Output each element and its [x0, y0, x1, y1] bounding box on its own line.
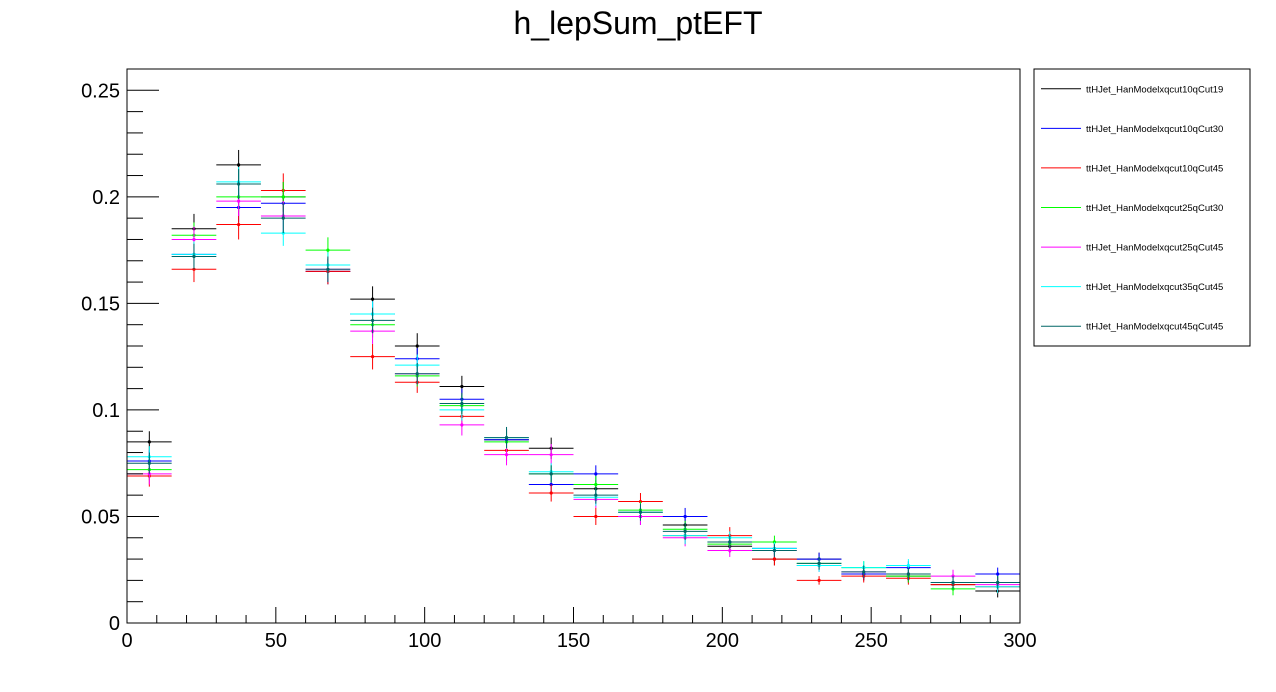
data-point: [549, 491, 553, 495]
data-point: [549, 472, 553, 476]
data-point: [594, 472, 598, 476]
data-point: [594, 493, 598, 497]
data-point: [326, 248, 330, 252]
data-point: [772, 557, 777, 561]
x-tick-label: 250: [854, 630, 887, 652]
x-tick-label: 0: [121, 630, 132, 652]
data-point: [192, 237, 196, 242]
y-tick-label: 0.15: [81, 293, 120, 315]
legend-label: ttHJet_HanModelxqcut35qCut45: [1086, 282, 1223, 293]
data-point: [326, 267, 330, 271]
data-point: [862, 570, 866, 574]
y-tick-label: 0.2: [92, 187, 120, 209]
data-point: [549, 453, 553, 457]
data-point: [594, 514, 598, 519]
legend-label: ttHJet_HanModelxqcut10qCut19: [1086, 84, 1223, 95]
data-point: [192, 254, 196, 259]
chart-title: h_lepSum_ptEFT: [513, 5, 762, 41]
data-point: [415, 372, 419, 376]
data-point: [996, 580, 1000, 585]
y-tick-label: 0.05: [81, 506, 120, 528]
x-tick-label: 300: [1003, 630, 1036, 652]
data-point: [817, 561, 821, 565]
data-point: [638, 510, 643, 514]
data-point: [237, 182, 241, 186]
data-point: [996, 572, 1000, 576]
x-tick-label: 100: [408, 630, 441, 652]
plot-area: [127, 149, 1020, 598]
data-point: [683, 514, 687, 519]
data-point: [237, 222, 241, 227]
data-point: [460, 384, 464, 389]
legend-label: ttHJet_HanModelxqcut45qCut45: [1086, 322, 1223, 333]
legend-label: ttHJet_HanModelxqcut10qCut30: [1086, 124, 1223, 135]
x-tick-label: 50: [265, 630, 287, 652]
data-point: [237, 163, 241, 167]
data-point: [683, 529, 687, 533]
legend-label: ttHJet_HanModelxqcut10qCut45: [1086, 163, 1223, 174]
axes: 0 50 100 150 200 250 300 0 0.05 0.1 0.15 0.2 0.25: [81, 68, 1037, 652]
data-point: [370, 297, 375, 301]
data-point: [415, 344, 419, 348]
x-tick-label: 150: [557, 630, 590, 652]
y-tick-label: 0: [109, 613, 120, 635]
data-point: [460, 423, 464, 427]
legend-label: ttHJet_HanModelxqcut25qCut45: [1086, 243, 1223, 254]
data-point: [728, 548, 732, 553]
data-point: [728, 540, 732, 544]
data-point: [370, 355, 375, 359]
y-tick-label: 0.1: [92, 400, 120, 422]
data-point: [906, 572, 910, 576]
data-point: [281, 216, 285, 220]
data-point: [817, 578, 821, 582]
data-point: [951, 580, 955, 585]
data-point: [460, 401, 464, 406]
data-point: [147, 461, 151, 465]
data-point: [147, 440, 151, 444]
legend-label: ttHJet_HanModelxqcut25qCut30: [1086, 203, 1223, 214]
data-point: [772, 548, 777, 553]
x-tick-label: 200: [706, 630, 739, 652]
legend: ttHJet_HanModelxqcut10qCut19 ttHJet_HanMo…: [1033, 68, 1251, 347]
data-point: [906, 563, 910, 568]
y-tick-label: 0.25: [81, 80, 120, 102]
data-point: [281, 195, 285, 199]
data-point: [504, 453, 509, 457]
series-7: [127, 169, 1020, 589]
data-point: [370, 318, 375, 323]
data-point: [504, 436, 509, 440]
data-point: [237, 199, 241, 203]
data-point: [594, 482, 598, 487]
